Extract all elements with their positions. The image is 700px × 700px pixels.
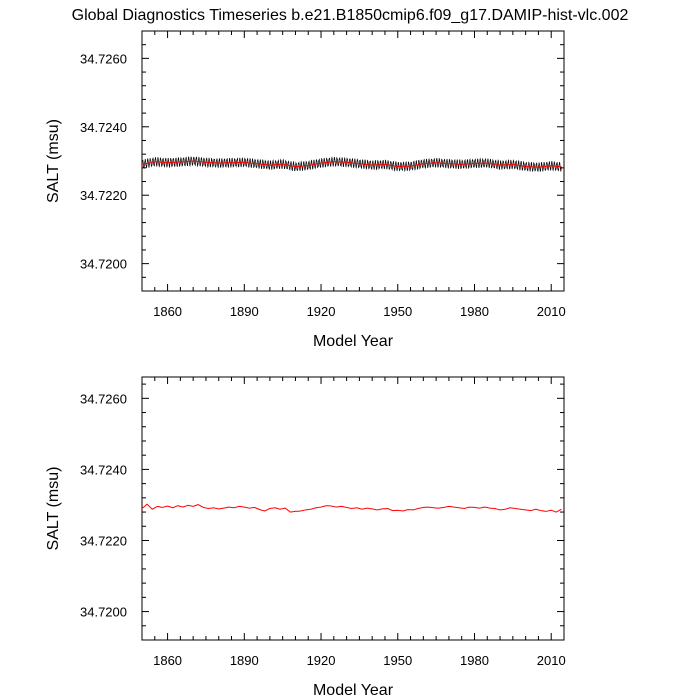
x-tick-label: 2010 <box>537 304 566 319</box>
x-tick-label: 1920 <box>307 304 336 319</box>
y-tick-label: 34.7200 <box>80 257 127 272</box>
x-tick-label: 1920 <box>307 653 336 668</box>
x-tick-label: 1980 <box>460 653 489 668</box>
y-tick-label: 34.7240 <box>80 120 127 135</box>
annual-mean-series-line <box>141 160 562 168</box>
x-axis-title: Model Year <box>313 333 394 350</box>
y-tick-label: 34.7220 <box>80 188 127 203</box>
x-tick-label: 1950 <box>383 653 412 668</box>
x-tick-label: 1890 <box>230 653 259 668</box>
figure-title: Global Diagnostics Timeseries b.e21.B185… <box>72 7 629 24</box>
x-tick-label: 1980 <box>460 304 489 319</box>
annual-mean-series-line <box>141 503 562 513</box>
plot-frame <box>141 30 565 292</box>
y-tick-label: 34.7260 <box>80 51 127 66</box>
y-tick-label: 34.7200 <box>80 605 127 620</box>
x-tick-label: 1890 <box>230 304 259 319</box>
top-panel: 1860 1890 1920 1950 1980 2010 34.7200 34.7220 34… <box>45 30 566 350</box>
y-axis-title: SALT (msu) <box>45 119 62 203</box>
x-axis-title: Model Year <box>313 682 394 699</box>
monthly-series-line <box>141 156 562 173</box>
x-tick-label: 1860 <box>153 304 182 319</box>
x-tick-label: 1950 <box>383 304 412 319</box>
x-tick-label: 1860 <box>153 653 182 668</box>
bottom-panel: 1860 1890 1920 1950 1980 2010 34.7200 34.7220 34… <box>45 376 566 699</box>
y-tick-label: 34.7220 <box>80 533 127 548</box>
y-tick-label: 34.7260 <box>80 391 127 406</box>
y-axis-title: SALT (msu) <box>45 467 62 551</box>
x-tick-label: 2010 <box>537 653 566 668</box>
y-tick-label: 34.7240 <box>80 462 127 477</box>
